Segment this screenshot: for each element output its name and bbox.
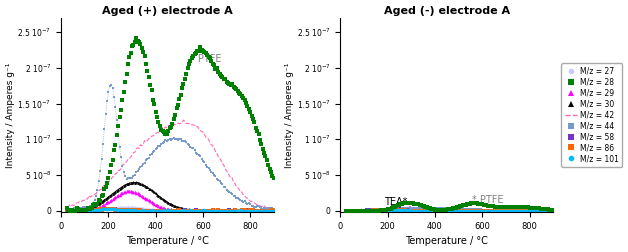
- X-axis label: Temperature / °C: Temperature / °C: [405, 236, 488, 246]
- Y-axis label: Intensity / Amperes g⁻¹: Intensity / Amperes g⁻¹: [6, 62, 14, 168]
- Title: Aged (+) electrode A: Aged (+) electrode A: [102, 6, 233, 16]
- Text: TEA*: TEA*: [384, 197, 408, 207]
- Text: * PTFE: * PTFE: [190, 54, 221, 64]
- Legend: M/z = 27, M/z = 28, M/z = 29, M/z = 30, M/z = 42, M/z = 44, M/z = 58, M/z = 86, : M/z = 27, M/z = 28, M/z = 29, M/z = 30, …: [561, 63, 622, 167]
- Y-axis label: Intensity / Amperes g⁻¹: Intensity / Amperes g⁻¹: [285, 62, 294, 168]
- Text: * PTFE: * PTFE: [472, 195, 503, 205]
- X-axis label: Temperature / °C: Temperature / °C: [126, 236, 208, 246]
- Title: Aged (-) electrode A: Aged (-) electrode A: [384, 6, 510, 16]
